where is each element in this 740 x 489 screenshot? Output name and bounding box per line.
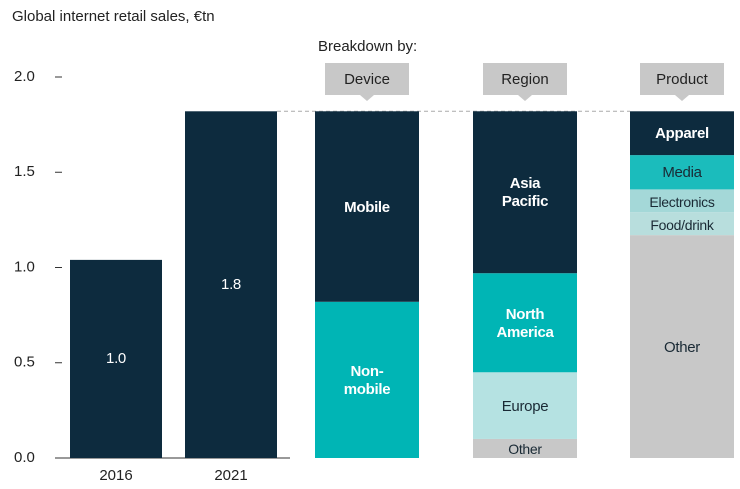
bar-value-label: 1.0 bbox=[106, 349, 126, 367]
stacked-segment bbox=[315, 111, 419, 302]
x-tick-label: 2016 bbox=[99, 467, 132, 484]
stacked-segment bbox=[315, 301, 419, 458]
stacked-segment bbox=[630, 189, 734, 213]
segment-label: Other bbox=[508, 441, 542, 458]
segment-label: North America bbox=[496, 305, 554, 341]
segment-label: Mobile bbox=[344, 198, 390, 216]
stacked-segment bbox=[473, 372, 577, 439]
stacked-segment bbox=[473, 438, 577, 458]
segment-label: Other bbox=[663, 338, 701, 356]
segment-label: Europe bbox=[501, 397, 549, 415]
y-tick-label: 1.5 bbox=[14, 163, 35, 180]
bar-value-label: 1.8 bbox=[221, 275, 241, 293]
breakdown-title: Breakdown by: bbox=[318, 38, 417, 55]
y-tick-label: 2.0 bbox=[14, 68, 35, 85]
y-tick-label: 0.0 bbox=[14, 449, 35, 466]
y-tick-label: 1.0 bbox=[14, 258, 35, 275]
segment-label: Asia Pacific bbox=[501, 175, 549, 211]
stacked-segment bbox=[473, 273, 577, 373]
header-box bbox=[483, 63, 567, 101]
stacked-segment bbox=[630, 155, 734, 190]
header-box bbox=[640, 63, 724, 101]
header-label: Product bbox=[656, 71, 709, 88]
header-box bbox=[325, 63, 409, 101]
header-label: Region bbox=[501, 71, 549, 88]
segment-label: Media bbox=[662, 164, 702, 182]
stacked-segment bbox=[473, 111, 577, 274]
segment-label: Apparel bbox=[655, 125, 709, 143]
bar bbox=[70, 259, 162, 458]
segment-label: Food/drink bbox=[650, 216, 714, 233]
stacked-segment bbox=[630, 235, 734, 458]
segment-label: Electronics bbox=[649, 193, 715, 210]
segment-label: Non- mobile bbox=[343, 362, 391, 398]
x-tick-label: 2021 bbox=[214, 467, 247, 484]
stacked-segment bbox=[630, 111, 734, 156]
stacked-segment bbox=[630, 212, 734, 236]
header-label: Device bbox=[344, 71, 390, 88]
y-tick-label: 0.5 bbox=[14, 354, 35, 371]
bar bbox=[185, 111, 277, 458]
chart-title: Global internet retail sales, €tn bbox=[12, 8, 215, 25]
